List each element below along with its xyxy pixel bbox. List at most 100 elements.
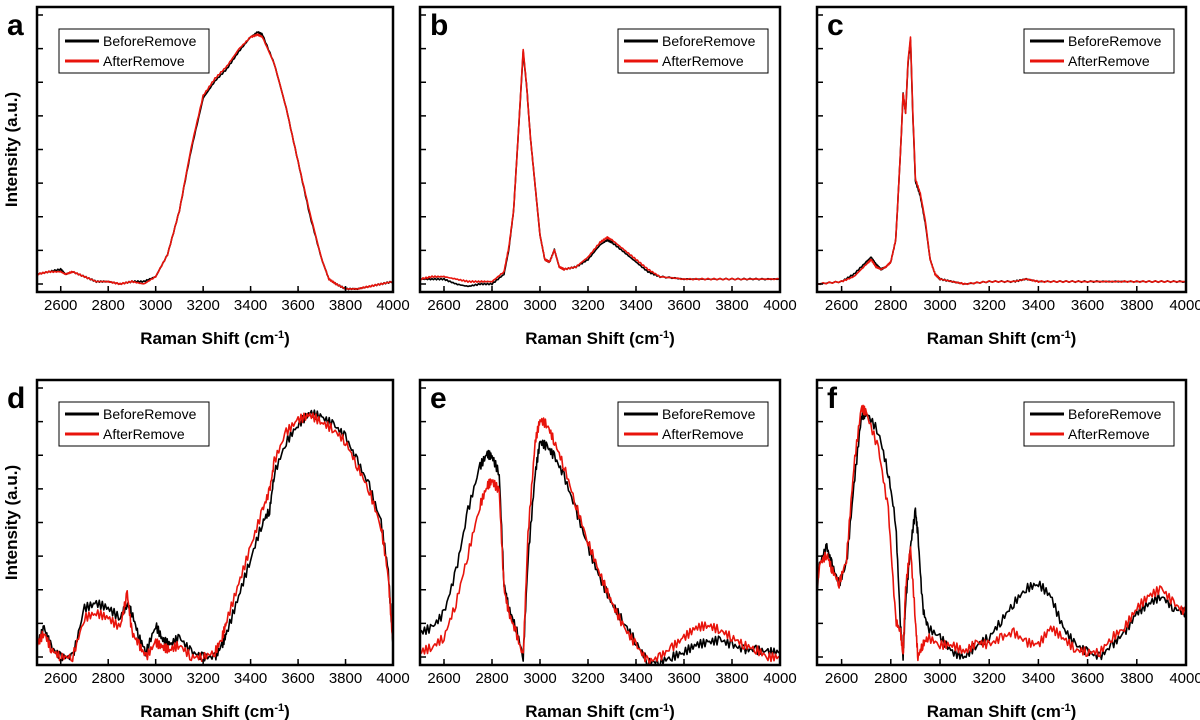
- panel-b-xtick-label: 2800: [475, 297, 508, 314]
- panel-e: 2600 2800 3000 3200 3400 3600 3800 4000 Raman Sh…: [418, 378, 797, 720]
- panel-d-label: d: [7, 382, 25, 415]
- panel-a-legend-label: AfterRemove: [103, 53, 185, 69]
- panel-b-xtick-label: 2600: [427, 297, 460, 314]
- panel-d-xtick-label: 3600: [281, 670, 314, 687]
- panel-d-xtick-label: 4000: [376, 670, 409, 687]
- panel-f-legend-label: BeforeRemove: [1068, 406, 1162, 422]
- panel-f-xtick-label: 3400: [1022, 670, 1055, 687]
- panel-e-xtick-label: 3600: [667, 670, 700, 687]
- panel-d-xtick-label: 2800: [92, 670, 125, 687]
- panel-a-xtick-label: 3200: [186, 297, 219, 314]
- panel-a-xtick-label: 3000: [139, 297, 172, 314]
- panel-e-line-BeforeRemove: [420, 439, 780, 665]
- panel-f-xtick-label: 2800: [874, 670, 907, 687]
- panel-d-ylabel: Intensity (a.u.): [2, 465, 21, 580]
- panel-a-legend: BeforeRemove AfterRemove: [58, 28, 210, 74]
- panel-c-legend: BeforeRemove AfterRemove: [1023, 28, 1175, 74]
- panel-f-label: f: [827, 382, 838, 415]
- panel-e-legend-label: AfterRemove: [662, 426, 744, 442]
- panel-b-xtick-label: 4000: [763, 297, 796, 314]
- panel-c-xtick-label: 3000: [923, 297, 956, 314]
- panel-c-xtick-label: 3200: [973, 297, 1006, 314]
- panel-b-xtick-label: 3400: [619, 297, 652, 314]
- panel-c-xtick-label: 2600: [825, 297, 858, 314]
- panel-b-legend: BeforeRemove AfterRemove: [617, 28, 769, 74]
- panel-c-xtick-label: 3800: [1120, 297, 1153, 314]
- panel-b-line-BeforeRemove: [420, 50, 780, 288]
- panel-e-xtick-label: 2600: [427, 670, 460, 687]
- panel-c-legend-box: [1023, 28, 1175, 74]
- panel-a-label: a: [7, 9, 24, 42]
- panel-c-legend-label: AfterRemove: [1068, 53, 1150, 69]
- panel-a-xlabel: Raman Shift (cm-1): [140, 329, 290, 348]
- panel-f: 2600 2800 3000 3200 3400 3600 3800 4000 Raman Sh…: [815, 378, 1200, 720]
- panel-b-xtick-label: 3800: [715, 297, 748, 314]
- panel-e-xlabel: Raman Shift (cm-1): [525, 702, 675, 720]
- panel-e-legend-label: BeforeRemove: [662, 406, 756, 422]
- panel-f-xtick-label: 2600: [825, 670, 858, 687]
- panel-d: 2600 2800 3000 3200 3400 3600 3800 4000 Raman Sh…: [2, 378, 410, 720]
- panel-b-xtick-label: 3000: [523, 297, 556, 314]
- panel-d-legend-label: AfterRemove: [103, 426, 185, 442]
- panel-f-xlabel: Raman Shift (cm-1): [927, 702, 1077, 720]
- panel-e-label: e: [430, 382, 447, 415]
- panel-b-legend-label: BeforeRemove: [662, 33, 756, 49]
- panel-b-legend-label: AfterRemove: [662, 53, 744, 69]
- panel-a-xtick-label: 4000: [376, 297, 409, 314]
- panel-e-line-AfterRemove: [420, 417, 780, 665]
- panel-c-xtick-label: 3400: [1022, 297, 1055, 314]
- panel-b-xtick-label: 3600: [667, 297, 700, 314]
- panel-f-legend-box: [1023, 401, 1175, 447]
- panel-d-xtick-label: 3800: [329, 670, 362, 687]
- panel-a-ylabel: Intensity (a.u.): [2, 92, 21, 207]
- panel-f-line-BeforeRemove: [817, 408, 1186, 661]
- panel-e-xtick-label: 4000: [763, 670, 796, 687]
- panel-b-xlabel: Raman Shift (cm-1): [525, 329, 675, 348]
- panel-e-legend: BeforeRemove AfterRemove: [617, 401, 769, 447]
- panel-a-xtick-label: 3800: [329, 297, 362, 314]
- panel-b-line-AfterRemove: [420, 48, 780, 284]
- panel-d-legend-box: [58, 401, 210, 447]
- panel-c-xtick-label: 3600: [1071, 297, 1104, 314]
- panel-b-label: b: [430, 9, 448, 42]
- panel-d-xtick-label: 2600: [44, 670, 77, 687]
- panel-d-xlabel: Raman Shift (cm-1): [140, 702, 290, 720]
- panel-f-xtick-label: 4000: [1169, 670, 1200, 687]
- panel-e-legend-box: [617, 401, 769, 447]
- panel-c-label: c: [827, 9, 844, 42]
- panel-e-xtick-label: 3400: [619, 670, 652, 687]
- panel-e-xtick-label: 2800: [475, 670, 508, 687]
- panel-d-line-BeforeRemove: [37, 409, 393, 662]
- panel-a-legend-label: BeforeRemove: [103, 33, 197, 49]
- panel-c-xlabel: Raman Shift (cm-1): [927, 329, 1077, 348]
- panel-d-line-AfterRemove: [37, 412, 393, 663]
- panel-b-legend-box: [617, 28, 769, 74]
- panel-a-xtick-label: 2600: [44, 297, 77, 314]
- panel-d-legend-label: BeforeRemove: [103, 406, 197, 422]
- panel-a-xtick-label: 2800: [92, 297, 125, 314]
- panel-f-xtick-label: 3000: [923, 670, 956, 687]
- panel-c-line-AfterRemove: [817, 36, 1186, 286]
- panel-f-xtick-label: 3200: [973, 670, 1006, 687]
- panel-f-legend-label: AfterRemove: [1068, 426, 1150, 442]
- panel-a-xtick-label: 3400: [234, 297, 267, 314]
- panel-d-xtick-label: 3200: [186, 670, 219, 687]
- panel-f-xtick-label: 3600: [1071, 670, 1104, 687]
- panel-f-line-AfterRemove: [817, 404, 1186, 662]
- panel-a-line-AfterRemove: [37, 33, 393, 291]
- panel-c-xtick-label: 2800: [874, 297, 907, 314]
- panel-e-xtick-label: 3200: [571, 670, 604, 687]
- panel-c-line-BeforeRemove: [817, 39, 1186, 285]
- panel-b-xtick-label: 3200: [571, 297, 604, 314]
- panel-b: 2600 2800 3000 3200 3400 3600 3800 4000 Raman Sh…: [418, 5, 797, 348]
- panel-d-xtick-label: 3400: [234, 670, 267, 687]
- panel-d-xtick-label: 3000: [139, 670, 172, 687]
- panel-c-xtick-label: 4000: [1169, 297, 1200, 314]
- panel-a-legend-box: [58, 28, 210, 74]
- panel-c-legend-label: BeforeRemove: [1068, 33, 1162, 49]
- panel-a: 2600 2800 3000 3200 3400 3600 3800 4000 Raman Sh…: [2, 5, 410, 348]
- panel-f-legend: BeforeRemove AfterRemove: [1023, 401, 1175, 447]
- panel-a-xtick-label: 3600: [281, 297, 314, 314]
- panel-e-xtick-label: 3800: [715, 670, 748, 687]
